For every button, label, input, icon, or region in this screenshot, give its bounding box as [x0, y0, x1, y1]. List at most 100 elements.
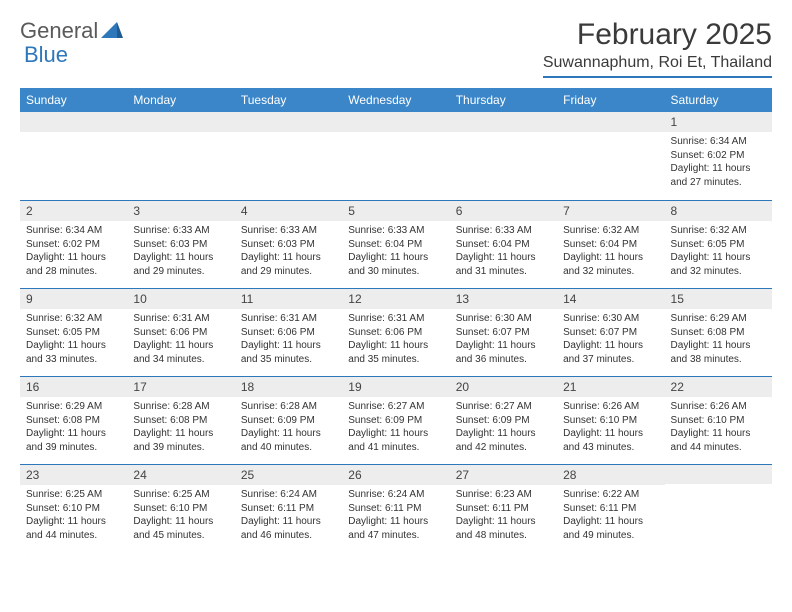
sunset-line: Sunset: 6:09 PM	[348, 414, 443, 428]
daylight-line: Daylight: 11 hours and 48 minutes.	[456, 515, 551, 542]
sunset-line: Sunset: 6:05 PM	[671, 238, 766, 252]
sunrise-line: Sunrise: 6:33 AM	[348, 224, 443, 238]
sunrise-line: Sunrise: 6:31 AM	[348, 312, 443, 326]
daylight-line: Daylight: 11 hours and 30 minutes.	[348, 251, 443, 278]
empty-day	[20, 112, 127, 132]
calendar-cell: 14Sunrise: 6:30 AMSunset: 6:07 PMDayligh…	[557, 288, 664, 376]
day-details: Sunrise: 6:29 AMSunset: 6:08 PMDaylight:…	[665, 309, 772, 372]
daylight-line: Daylight: 11 hours and 27 minutes.	[671, 162, 766, 189]
calendar-cell: 8Sunrise: 6:32 AMSunset: 6:05 PMDaylight…	[665, 200, 772, 288]
daylight-line: Daylight: 11 hours and 39 minutes.	[26, 427, 121, 454]
day-number: 19	[342, 376, 449, 397]
daylight-line: Daylight: 11 hours and 45 minutes.	[133, 515, 228, 542]
day-details: Sunrise: 6:24 AMSunset: 6:11 PMDaylight:…	[342, 485, 449, 548]
calendar-cell: 4Sunrise: 6:33 AMSunset: 6:03 PMDaylight…	[235, 200, 342, 288]
sunrise-line: Sunrise: 6:25 AM	[133, 488, 228, 502]
sunset-line: Sunset: 6:09 PM	[456, 414, 551, 428]
sunset-line: Sunset: 6:09 PM	[241, 414, 336, 428]
calendar-cell: 18Sunrise: 6:28 AMSunset: 6:09 PMDayligh…	[235, 376, 342, 464]
calendar-cell	[235, 112, 342, 200]
daylight-line: Daylight: 11 hours and 34 minutes.	[133, 339, 228, 366]
day-number: 10	[127, 288, 234, 309]
empty-day	[557, 112, 664, 132]
day-number: 1	[665, 112, 772, 132]
calendar-cell: 19Sunrise: 6:27 AMSunset: 6:09 PMDayligh…	[342, 376, 449, 464]
title-block: February 2025 Suwannaphum, Roi Et, Thail…	[543, 18, 772, 78]
day-details: Sunrise: 6:34 AMSunset: 6:02 PMDaylight:…	[20, 221, 127, 284]
day-number: 20	[450, 376, 557, 397]
daylight-line: Daylight: 11 hours and 35 minutes.	[241, 339, 336, 366]
sunset-line: Sunset: 6:04 PM	[348, 238, 443, 252]
sunrise-line: Sunrise: 6:24 AM	[241, 488, 336, 502]
sunset-line: Sunset: 6:11 PM	[241, 502, 336, 516]
sunset-line: Sunset: 6:11 PM	[348, 502, 443, 516]
calendar-cell: 13Sunrise: 6:30 AMSunset: 6:07 PMDayligh…	[450, 288, 557, 376]
sunset-line: Sunset: 6:05 PM	[26, 326, 121, 340]
calendar-week-row: 9Sunrise: 6:32 AMSunset: 6:05 PMDaylight…	[20, 288, 772, 376]
calendar-cell	[665, 464, 772, 552]
sunset-line: Sunset: 6:06 PM	[133, 326, 228, 340]
day-details: Sunrise: 6:33 AMSunset: 6:03 PMDaylight:…	[235, 221, 342, 284]
calendar-week-row: 23Sunrise: 6:25 AMSunset: 6:10 PMDayligh…	[20, 464, 772, 552]
sunset-line: Sunset: 6:10 PM	[671, 414, 766, 428]
calendar-cell: 7Sunrise: 6:32 AMSunset: 6:04 PMDaylight…	[557, 200, 664, 288]
calendar-cell: 16Sunrise: 6:29 AMSunset: 6:08 PMDayligh…	[20, 376, 127, 464]
empty-day	[342, 112, 449, 132]
daylight-line: Daylight: 11 hours and 29 minutes.	[133, 251, 228, 278]
sunrise-line: Sunrise: 6:33 AM	[241, 224, 336, 238]
daylight-line: Daylight: 11 hours and 29 minutes.	[241, 251, 336, 278]
calendar-cell	[450, 112, 557, 200]
daylight-line: Daylight: 11 hours and 39 minutes.	[133, 427, 228, 454]
day-number: 27	[450, 464, 557, 485]
sunrise-line: Sunrise: 6:24 AM	[348, 488, 443, 502]
calendar-cell: 5Sunrise: 6:33 AMSunset: 6:04 PMDaylight…	[342, 200, 449, 288]
daylight-line: Daylight: 11 hours and 41 minutes.	[348, 427, 443, 454]
daylight-line: Daylight: 11 hours and 43 minutes.	[563, 427, 658, 454]
day-details: Sunrise: 6:31 AMSunset: 6:06 PMDaylight:…	[342, 309, 449, 372]
day-number: 26	[342, 464, 449, 485]
day-number: 6	[450, 200, 557, 221]
empty-day	[665, 464, 772, 484]
day-details: Sunrise: 6:31 AMSunset: 6:06 PMDaylight:…	[235, 309, 342, 372]
daylight-line: Daylight: 11 hours and 44 minutes.	[26, 515, 121, 542]
calendar-table: SundayMondayTuesdayWednesdayThursdayFrid…	[20, 88, 772, 552]
calendar-cell: 12Sunrise: 6:31 AMSunset: 6:06 PMDayligh…	[342, 288, 449, 376]
day-details: Sunrise: 6:34 AMSunset: 6:02 PMDaylight:…	[665, 132, 772, 195]
calendar-cell: 15Sunrise: 6:29 AMSunset: 6:08 PMDayligh…	[665, 288, 772, 376]
sunset-line: Sunset: 6:10 PM	[133, 502, 228, 516]
sunset-line: Sunset: 6:08 PM	[671, 326, 766, 340]
day-details: Sunrise: 6:26 AMSunset: 6:10 PMDaylight:…	[665, 397, 772, 460]
logo-triangle-icon	[101, 18, 123, 44]
sunrise-line: Sunrise: 6:31 AM	[133, 312, 228, 326]
calendar-cell: 21Sunrise: 6:26 AMSunset: 6:10 PMDayligh…	[557, 376, 664, 464]
calendar-week-row: 2Sunrise: 6:34 AMSunset: 6:02 PMDaylight…	[20, 200, 772, 288]
calendar-cell	[557, 112, 664, 200]
day-details: Sunrise: 6:32 AMSunset: 6:05 PMDaylight:…	[665, 221, 772, 284]
calendar-cell: 26Sunrise: 6:24 AMSunset: 6:11 PMDayligh…	[342, 464, 449, 552]
sunrise-line: Sunrise: 6:33 AM	[133, 224, 228, 238]
sunset-line: Sunset: 6:10 PM	[563, 414, 658, 428]
location-subtitle: Suwannaphum, Roi Et, Thailand	[543, 54, 772, 78]
daylight-line: Daylight: 11 hours and 47 minutes.	[348, 515, 443, 542]
day-number: 8	[665, 200, 772, 221]
sunrise-line: Sunrise: 6:32 AM	[563, 224, 658, 238]
sunset-line: Sunset: 6:02 PM	[26, 238, 121, 252]
calendar-cell: 11Sunrise: 6:31 AMSunset: 6:06 PMDayligh…	[235, 288, 342, 376]
day-number: 12	[342, 288, 449, 309]
day-details: Sunrise: 6:23 AMSunset: 6:11 PMDaylight:…	[450, 485, 557, 548]
daylight-line: Daylight: 11 hours and 49 minutes.	[563, 515, 658, 542]
calendar-cell: 17Sunrise: 6:28 AMSunset: 6:08 PMDayligh…	[127, 376, 234, 464]
day-number: 23	[20, 464, 127, 485]
sunset-line: Sunset: 6:11 PM	[456, 502, 551, 516]
calendar-week-row: 16Sunrise: 6:29 AMSunset: 6:08 PMDayligh…	[20, 376, 772, 464]
day-number: 17	[127, 376, 234, 397]
day-details: Sunrise: 6:22 AMSunset: 6:11 PMDaylight:…	[557, 485, 664, 548]
sunrise-line: Sunrise: 6:32 AM	[671, 224, 766, 238]
weekday-header-row: SundayMondayTuesdayWednesdayThursdayFrid…	[20, 88, 772, 112]
calendar-cell: 2Sunrise: 6:34 AMSunset: 6:02 PMDaylight…	[20, 200, 127, 288]
day-details: Sunrise: 6:24 AMSunset: 6:11 PMDaylight:…	[235, 485, 342, 548]
sunset-line: Sunset: 6:10 PM	[26, 502, 121, 516]
daylight-line: Daylight: 11 hours and 32 minutes.	[671, 251, 766, 278]
sunset-line: Sunset: 6:06 PM	[241, 326, 336, 340]
sunset-line: Sunset: 6:03 PM	[133, 238, 228, 252]
